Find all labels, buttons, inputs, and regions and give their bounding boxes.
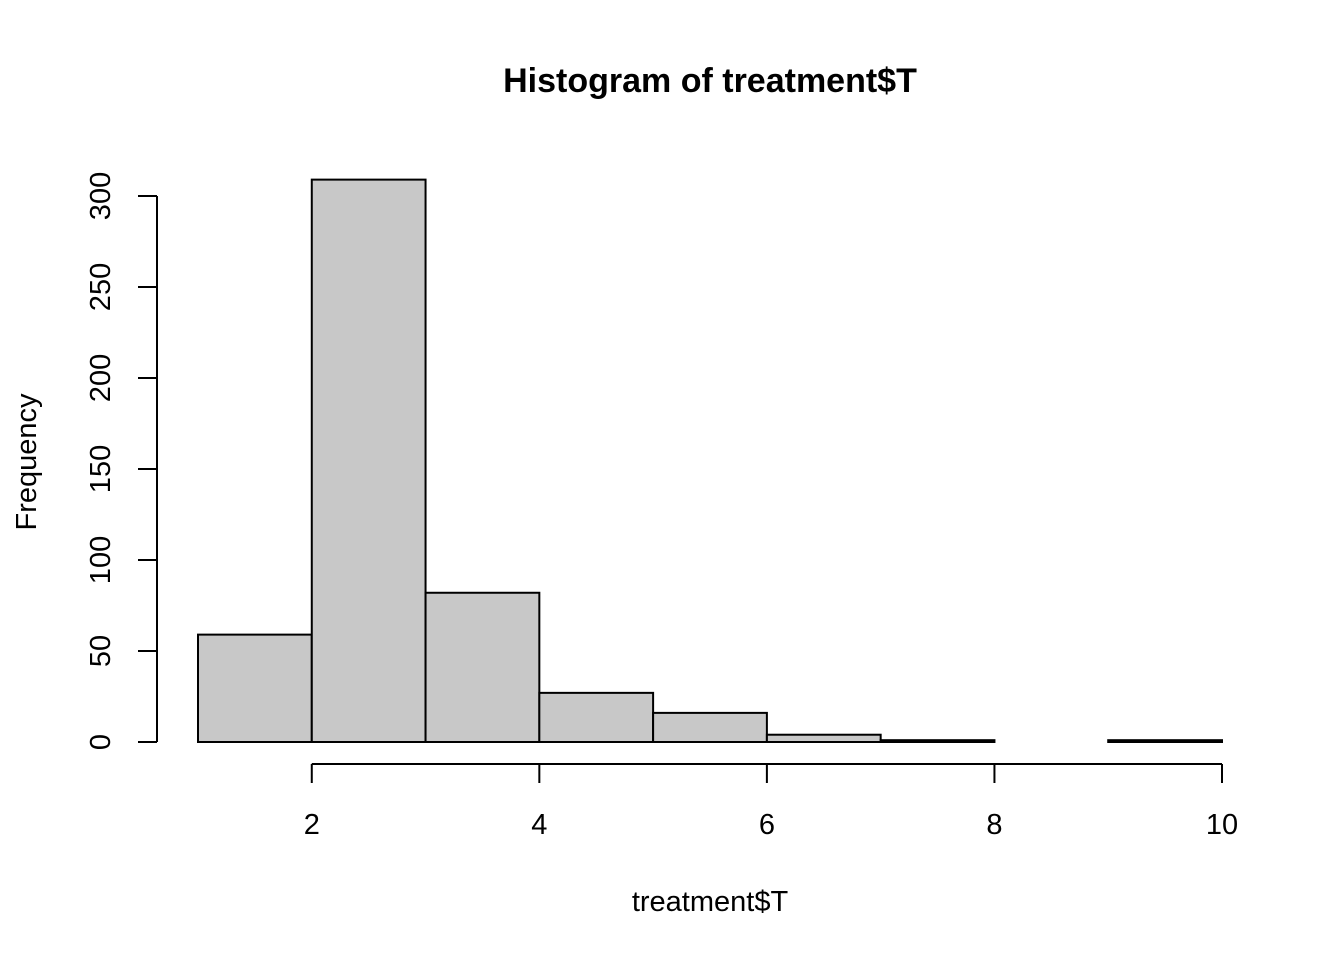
histogram-bar-5: [765, 733, 882, 743]
y-tick-label-0: 0: [85, 734, 117, 750]
x-tick-label-0: 2: [304, 809, 320, 841]
y-axis: 0 50 100 150 200 250 300: [85, 172, 158, 750]
x-tick-label-2: 6: [759, 809, 775, 841]
y-tick-label-1: 50: [85, 635, 117, 667]
x-axis: 2 4 6 8 10: [304, 763, 1238, 841]
x-axis-label: treatment$T: [632, 886, 789, 918]
bars-group: [197, 178, 1223, 744]
y-tick-label-3: 150: [85, 445, 117, 493]
x-tick-label-3: 8: [986, 809, 1002, 841]
histogram-bar-6: [879, 739, 996, 743]
histogram-bar-2: [424, 591, 541, 744]
histogram-bar-1: [310, 178, 427, 743]
histogram-bar-8: [1107, 739, 1223, 743]
histogram-bar-0: [197, 633, 313, 743]
x-tick-label-4: 10: [1206, 809, 1238, 841]
y-tick-label-5: 250: [85, 263, 117, 311]
chart-title: Histogram of treatment$T: [503, 62, 917, 100]
x-tick-label-1: 4: [531, 809, 547, 841]
y-tick-label-4: 200: [85, 354, 117, 402]
y-tick-label-6: 300: [85, 172, 117, 220]
y-tick-label-2: 100: [85, 536, 117, 584]
histogram-bar-3: [538, 691, 655, 743]
histogram-bar-4: [652, 711, 768, 744]
y-axis-label: Frequency: [11, 393, 43, 531]
